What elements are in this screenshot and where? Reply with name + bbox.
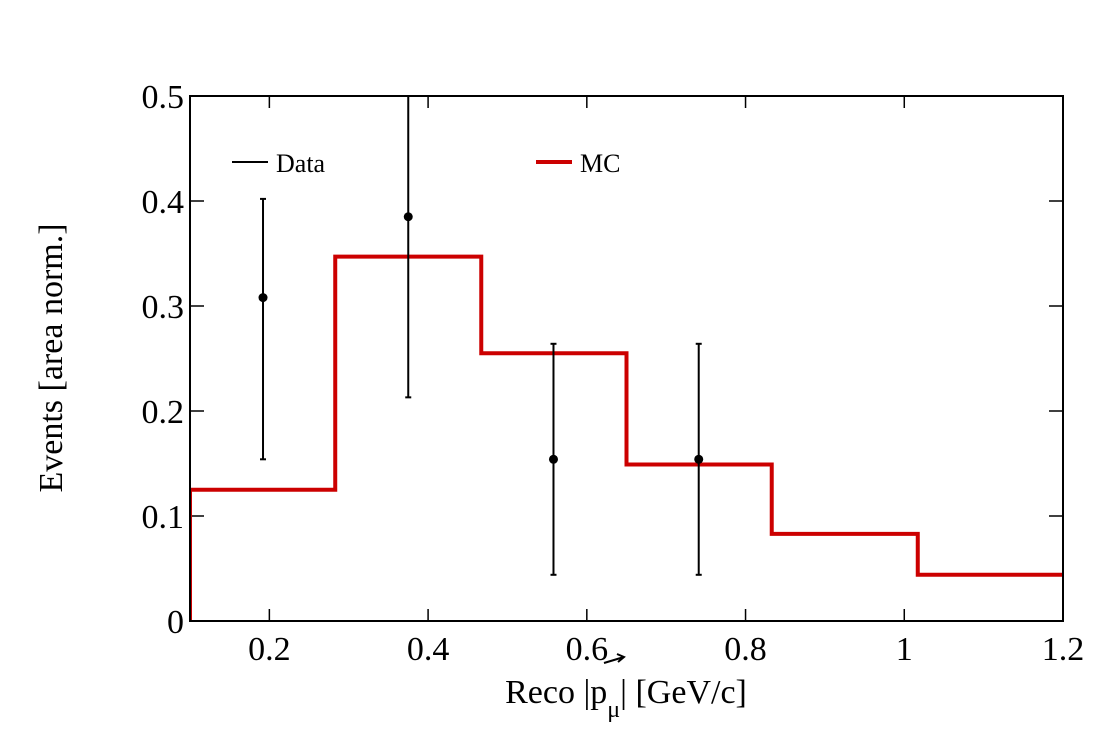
x-tick-label: 0.8 [724, 631, 767, 668]
x-axis-title-suffix: | [GeV/c] [620, 674, 747, 711]
mc-series [190, 254, 1063, 621]
y-axis-title: Events [area norm.] [33, 223, 70, 492]
x-tick-label: 1 [896, 631, 913, 668]
x-axis-title-subscript: μ [607, 697, 620, 723]
y-tick-label: 0.3 [142, 289, 185, 326]
x-tick-label: 0.2 [248, 631, 291, 668]
legend-data-label: Data [276, 149, 326, 178]
x-tick-label: 0.6 [566, 631, 609, 668]
y-tick-label: 0.4 [142, 184, 185, 221]
x-tick-label: 0.4 [407, 631, 450, 668]
x-axis-title-prefix: Reco | [505, 674, 590, 711]
data-point [694, 454, 704, 464]
x-axis-title: Reco |pμ| [GeV/c] [505, 674, 747, 723]
y-tick-labels: 0 0.1 0.2 0.3 0.4 0.5 [142, 79, 185, 641]
y-tick-label: 0.1 [142, 499, 185, 536]
x-tick-label: 1.2 [1042, 631, 1085, 668]
legend: Data MC [232, 149, 620, 178]
vector-arrow-icon [603, 653, 626, 664]
data-point [548, 454, 558, 464]
y-tick-label: 0.2 [142, 394, 185, 431]
y-tick-label: 0 [167, 604, 184, 641]
x-axis-title-symbol: p [590, 674, 607, 711]
x-tick-labels: 0.2 0.4 0.6 0.8 1 1.2 [248, 631, 1084, 668]
plot-frame [189, 95, 1064, 622]
legend-mc-label: MC [580, 149, 620, 178]
mc-histogram-line [190, 254, 1063, 621]
data-series [258, 96, 704, 576]
data-point [258, 293, 268, 303]
data-point [403, 212, 413, 222]
y-tick-label: 0.5 [142, 79, 185, 116]
